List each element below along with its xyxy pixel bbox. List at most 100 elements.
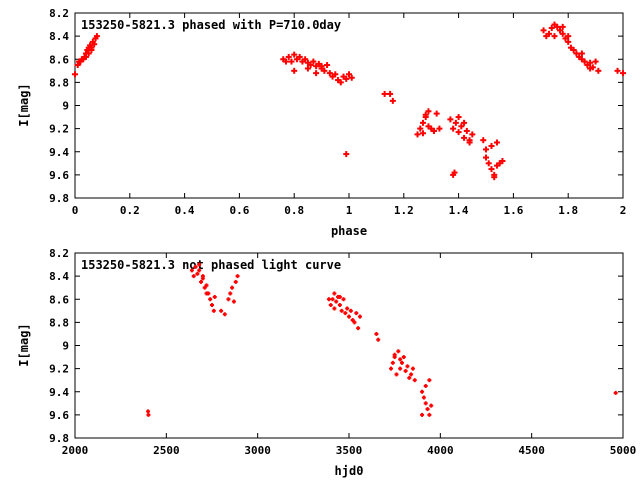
data-point — [356, 326, 361, 331]
data-point — [450, 125, 457, 132]
data-point — [559, 30, 566, 37]
data-point — [200, 276, 205, 281]
data-point — [421, 395, 426, 400]
data-point — [91, 41, 98, 48]
data-point — [313, 70, 320, 77]
plot-frame — [74, 252, 624, 439]
data-point — [197, 262, 202, 267]
data-point — [334, 299, 339, 304]
data-point — [427, 378, 432, 383]
data-point — [330, 297, 335, 302]
axis-ticks: 2000 2500 3000 3500 4000 4500 5000 8.2 8.4 8.6 8.8… — [49, 247, 636, 457]
data-point — [480, 137, 487, 144]
data-point — [483, 146, 489, 153]
data-point — [423, 401, 428, 406]
data-point — [559, 23, 566, 30]
data-point — [463, 127, 470, 134]
x-tick-label: 1 — [346, 204, 353, 217]
data-point — [409, 372, 414, 377]
y-tick-label: 9.8 — [49, 192, 69, 205]
data-point — [427, 412, 432, 417]
data-point — [88, 47, 95, 53]
data-point — [436, 125, 443, 132]
data-point — [228, 291, 233, 296]
data-point — [357, 314, 362, 319]
data-point — [376, 337, 381, 342]
data-point — [233, 279, 238, 284]
data-point — [578, 50, 585, 57]
data-point — [326, 297, 331, 302]
data-point — [452, 119, 459, 126]
x-tick-label: 0.4 — [175, 204, 195, 217]
data-point — [392, 352, 397, 357]
data-point — [304, 65, 311, 72]
data-point — [565, 38, 572, 45]
data-point — [488, 142, 495, 149]
data-point — [410, 366, 415, 371]
data-point — [398, 357, 403, 362]
data-point — [419, 130, 426, 137]
data-point — [321, 67, 328, 74]
data-point — [146, 412, 151, 417]
y-tick-label: 8.2 — [49, 247, 69, 260]
data-point — [422, 111, 429, 118]
data-point — [491, 174, 498, 181]
data-point — [82, 53, 89, 60]
axis-ticks: 0 0.2 0.4 0.6 0.8 1 1.2 1.4 1.6 1.8 2 8.2 8.4 8.6 8.8 9… — [49, 7, 626, 217]
data-point — [337, 79, 344, 86]
x-tick-label: 0.8 — [284, 204, 304, 217]
data-point — [341, 297, 346, 302]
data-point — [85, 50, 92, 57]
y-axis-label: I[mag] — [17, 83, 31, 126]
data-point — [302, 56, 309, 63]
x-tick-label: 1.4 — [449, 204, 469, 217]
data-point — [551, 33, 558, 40]
y-tick-label: 9.6 — [49, 409, 69, 422]
x-tick-label: 1.8 — [558, 204, 578, 217]
data-point — [389, 97, 396, 104]
data-point — [573, 50, 580, 57]
data-point — [485, 160, 492, 167]
y-tick-label: 8.6 — [49, 53, 69, 66]
x-tick-label: 2000 — [62, 444, 89, 457]
data-point — [204, 291, 209, 296]
data-point — [390, 360, 395, 365]
data-point — [414, 131, 421, 138]
y-tick-label: 9.4 — [49, 146, 69, 159]
x-tick-label: 0 — [72, 204, 79, 217]
y-tick-label: 8.6 — [49, 293, 69, 306]
data-point — [565, 33, 572, 40]
data-point — [146, 409, 151, 414]
y-tick-label: 9 — [62, 100, 69, 113]
data-point — [398, 366, 403, 371]
chart-title: 153250-5821.3 phased with P=710.0day — [81, 18, 341, 32]
data-point — [296, 53, 303, 60]
data-point — [433, 110, 440, 117]
data-point — [620, 70, 626, 77]
y-tick-label: 9 — [62, 340, 69, 353]
data-point — [307, 62, 314, 69]
data-point — [285, 53, 292, 60]
x-tick-label: 2500 — [153, 444, 180, 457]
data-point — [613, 390, 618, 395]
data-point — [72, 71, 78, 78]
data-point — [595, 67, 602, 74]
data-point — [412, 378, 417, 383]
data-point — [193, 264, 198, 269]
data-point — [447, 116, 454, 123]
chart-title: 153250-5821.3 not phased light curve — [81, 258, 341, 272]
data-point — [231, 299, 236, 304]
data-point — [455, 114, 462, 121]
data-point — [332, 71, 339, 78]
x-tick-label: 5000 — [610, 444, 637, 457]
data-point — [425, 407, 430, 412]
data-point — [348, 308, 353, 313]
data-point — [458, 123, 465, 130]
x-tick-label: 4000 — [427, 444, 454, 457]
data-point — [343, 75, 350, 82]
data-point — [332, 306, 337, 311]
data-point — [381, 90, 388, 97]
data-point — [455, 129, 462, 136]
data-point — [212, 294, 217, 299]
